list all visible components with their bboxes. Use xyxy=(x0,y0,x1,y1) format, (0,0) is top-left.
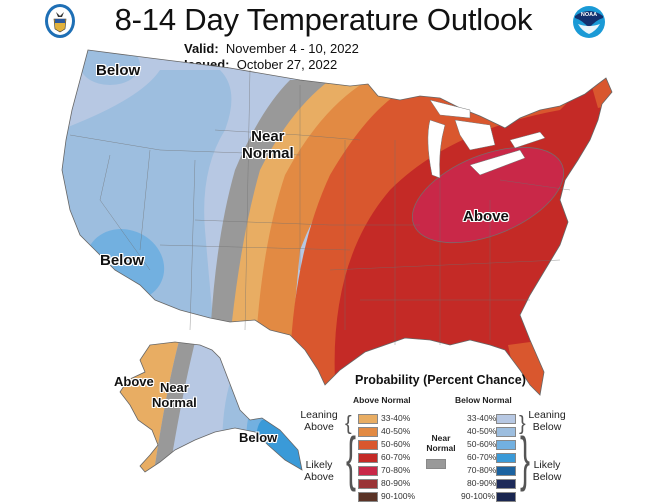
probability-legend: Probability (Percent Chance) Above Norma… xyxy=(295,373,640,502)
valid-dates: November 4 - 10, 2022 xyxy=(225,41,359,56)
ak-near-line2: Normal xyxy=(152,395,197,410)
label-alaska-near-normal: Near Normal xyxy=(152,380,197,410)
label-pacific-northwest-below: Below xyxy=(96,62,141,79)
swatch-above-60-70 xyxy=(358,453,378,463)
near-line1: Near xyxy=(251,128,285,145)
pct-above-4: 70-80% xyxy=(381,465,411,475)
likely-below-label: Likely Below xyxy=(532,459,562,483)
swatch-above-70-80 xyxy=(358,466,378,476)
brace-likely-below: } xyxy=(520,425,531,492)
label-plains-near-normal: Near Normal xyxy=(242,128,294,162)
commerce-seal-logo xyxy=(44,3,76,39)
pct-below-1: 40-50% xyxy=(467,426,497,436)
pct-above-1: 40-50% xyxy=(381,426,411,436)
pct-below-0: 33-40% xyxy=(467,413,497,423)
swatch-below-90-100 xyxy=(496,492,516,502)
pct-above-3: 60-70% xyxy=(381,452,411,462)
swatch-above-40-50 xyxy=(358,427,378,437)
leaning-below-label: Leaning Below xyxy=(528,409,566,433)
pct-below-3: 60-70% xyxy=(467,452,497,462)
near-line2: Normal xyxy=(242,145,294,162)
pct-below-5: 80-90% xyxy=(467,478,497,488)
swatch-above-80-90 xyxy=(358,479,378,489)
svg-text:NOAA: NOAA xyxy=(581,12,597,18)
below-normal-header: Below Normal xyxy=(455,395,512,405)
swatch-below-60-70 xyxy=(496,453,516,463)
leaning-above-label: Leaning Above xyxy=(300,409,338,433)
pct-above-6: 90-100% xyxy=(381,491,416,501)
pct-below-6: 90-100% xyxy=(461,491,496,501)
pct-above-2: 50-60% xyxy=(381,439,411,449)
above-normal-header: Above Normal xyxy=(353,395,411,405)
swatch-below-50-60 xyxy=(496,440,516,450)
page-title: 8-14 Day Temperature Outlook xyxy=(114,2,533,37)
brace-leaning-below: } xyxy=(519,413,526,435)
ak-near-line1: Near xyxy=(159,380,189,395)
noaa-logo: NOAA xyxy=(572,4,606,40)
label-ohio-valley-above: Above xyxy=(463,208,509,225)
brace-leaning-above: { xyxy=(345,413,352,435)
label-alaska-below: Below xyxy=(239,430,278,445)
swatch-above-33-40 xyxy=(358,414,378,424)
swatch-near-normal xyxy=(426,459,446,469)
swatch-below-33-40 xyxy=(496,414,516,424)
valid-label: Valid: xyxy=(184,41,219,56)
near-normal-label: Near Normal xyxy=(426,433,456,453)
pct-above-5: 80-90% xyxy=(381,478,411,488)
swatch-below-70-80 xyxy=(496,466,516,476)
label-alaska-above: Above xyxy=(114,374,154,389)
label-southern-california-below: Below xyxy=(100,252,145,269)
date-info: Valid: November 4 - 10, 2022 Issued: Oct… xyxy=(184,41,359,73)
issued-date: October 27, 2022 xyxy=(236,57,338,72)
swatch-below-80-90 xyxy=(496,479,516,489)
pct-above-0: 33-40% xyxy=(381,413,411,423)
likely-above-label: Likely Above xyxy=(304,459,334,483)
pct-below-2: 50-60% xyxy=(467,439,497,449)
pct-below-4: 70-80% xyxy=(467,465,497,475)
swatch-below-40-50 xyxy=(496,427,516,437)
swatch-above-90-100 xyxy=(358,492,378,502)
legend-title: Probability (Percent Chance) xyxy=(355,373,526,387)
swatch-above-50-60 xyxy=(358,440,378,450)
brace-likely-above: { xyxy=(346,425,357,492)
